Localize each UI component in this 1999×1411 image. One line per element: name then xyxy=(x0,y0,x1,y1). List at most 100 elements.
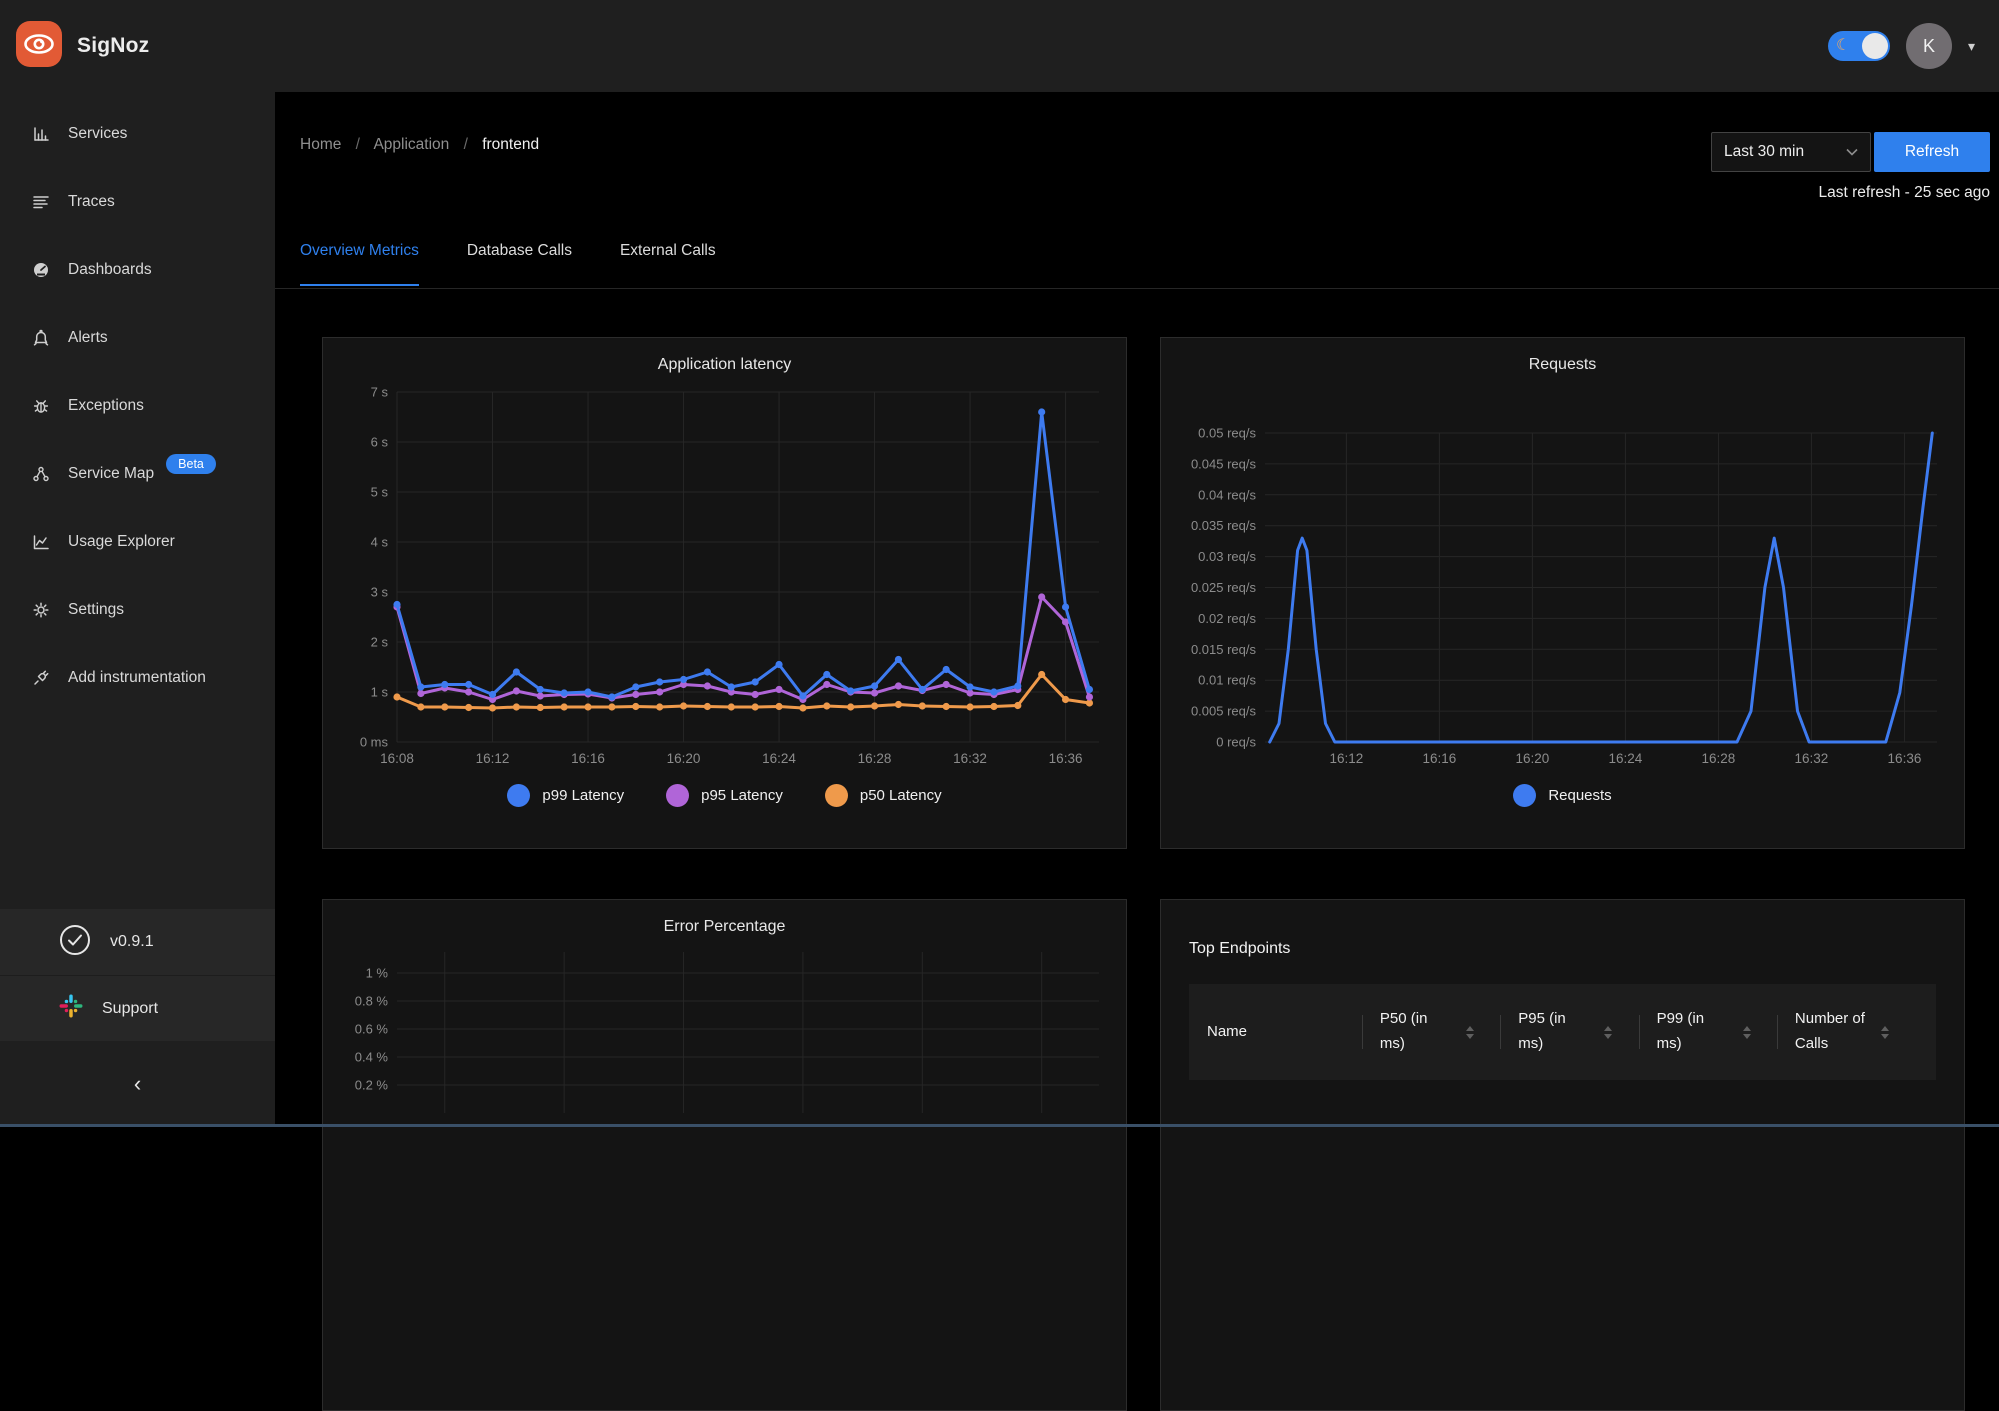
column-header-label: Number of Calls xyxy=(1795,1007,1869,1057)
sidebar-item-services[interactable]: Services xyxy=(0,100,275,168)
dark-mode-toggle[interactable]: ☾ xyxy=(1828,31,1890,61)
tab-bar-divider xyxy=(275,288,1999,289)
sidebar-item-exceptions[interactable]: Exceptions xyxy=(0,372,275,440)
legend-item-p99[interactable]: p99 Latency xyxy=(507,784,624,807)
brand[interactable]: SigNoz xyxy=(16,21,149,72)
table-title: Top Endpoints xyxy=(1189,940,1936,958)
legend-dot xyxy=(1513,784,1536,807)
legend-item-p50[interactable]: p50 Latency xyxy=(825,784,942,807)
line-chart-icon xyxy=(30,531,52,553)
error-percentage-chart: 1 %0.8 %0.6 %0.4 %0.2 % xyxy=(335,940,1115,1140)
node-graph-icon xyxy=(30,463,52,485)
svg-text:16:20: 16:20 xyxy=(666,751,700,766)
tab-overview-metrics[interactable]: Overview Metrics xyxy=(300,242,419,286)
tab-external-calls[interactable]: External Calls xyxy=(620,242,716,286)
chevron-down-icon[interactable]: ▾ xyxy=(1968,38,1975,55)
sort-icon[interactable] xyxy=(1743,1026,1751,1039)
alarm-bell-icon xyxy=(30,327,52,349)
version-row[interactable]: v0.9.1 xyxy=(0,909,275,975)
moon-icon: ☾ xyxy=(1836,36,1850,56)
version-label: v0.9.1 xyxy=(110,933,154,951)
column-header-p50[interactable]: P50 (in ms) xyxy=(1362,993,1500,1071)
table-header-row: Name P50 (in ms) P95 (in ms) P99 (in ms)… xyxy=(1189,984,1936,1080)
column-header-label: P95 (in ms) xyxy=(1518,1007,1592,1057)
svg-text:16:24: 16:24 xyxy=(1608,751,1642,766)
panel-error-percentage: Error Percentage 1 %0.8 %0.6 %0.4 %0.2 % xyxy=(322,899,1127,1411)
time-range-value: Last 30 min xyxy=(1724,143,1804,161)
svg-text:0 ms: 0 ms xyxy=(359,735,388,750)
svg-text:16:28: 16:28 xyxy=(857,751,891,766)
column-header-label: P50 (in ms) xyxy=(1380,1007,1454,1057)
chevron-left-icon: ‹ xyxy=(134,1071,141,1097)
bar-chart-icon xyxy=(30,123,52,145)
signoz-logo-icon xyxy=(16,21,62,72)
breadcrumb-current: frontend xyxy=(482,136,539,153)
legend-dot xyxy=(507,784,530,807)
gear-icon xyxy=(30,599,52,621)
sidebar-item-service-map[interactable]: Service Map Beta xyxy=(0,440,275,508)
sidebar-item-traces[interactable]: Traces xyxy=(0,168,275,236)
sidebar-item-add-instrumentation[interactable]: Add instrumentation xyxy=(0,644,275,712)
column-header-label: Name xyxy=(1207,1020,1247,1045)
breadcrumb-home[interactable]: Home xyxy=(300,136,341,153)
column-header-number-of-calls[interactable]: Number of Calls xyxy=(1777,993,1936,1071)
svg-text:0.03 req/s: 0.03 req/s xyxy=(1198,549,1256,564)
tab-database-calls[interactable]: Database Calls xyxy=(467,242,572,286)
legend-item-p95[interactable]: p95 Latency xyxy=(666,784,783,807)
svg-text:3 s: 3 s xyxy=(370,585,388,600)
refresh-button[interactable]: Refresh xyxy=(1874,132,1990,172)
sort-icon[interactable] xyxy=(1881,1026,1889,1039)
slack-icon xyxy=(58,993,84,1024)
svg-text:16:16: 16:16 xyxy=(571,751,605,766)
sidebar-item-label: Add instrumentation xyxy=(68,669,206,687)
svg-text:16:08: 16:08 xyxy=(380,751,414,766)
svg-text:0.015 req/s: 0.015 req/s xyxy=(1190,642,1256,657)
svg-text:1 s: 1 s xyxy=(370,685,388,700)
time-controls: Last 30 min Refresh xyxy=(1711,132,1990,172)
svg-text:5 s: 5 s xyxy=(370,485,388,500)
legend-label: p95 Latency xyxy=(701,787,783,804)
sidebar-item-usage-explorer[interactable]: Usage Explorer xyxy=(0,508,275,576)
breadcrumb-application[interactable]: Application xyxy=(373,136,449,153)
legend-dot xyxy=(666,784,689,807)
svg-text:0.8 %: 0.8 % xyxy=(354,994,388,1009)
avatar-initial: K xyxy=(1923,36,1935,57)
tab-bar: Overview Metrics Database Calls External… xyxy=(300,242,716,286)
sidebar-item-label: Settings xyxy=(68,601,124,619)
svg-text:0.6 %: 0.6 % xyxy=(354,1022,388,1037)
sort-icon[interactable] xyxy=(1604,1026,1612,1039)
support-label: Support xyxy=(102,1000,158,1018)
sort-icon[interactable] xyxy=(1466,1026,1474,1039)
sidebar-item-settings[interactable]: Settings xyxy=(0,576,275,644)
sidebar-item-alerts[interactable]: Alerts xyxy=(0,304,275,372)
sidebar-item-dashboards[interactable]: Dashboards xyxy=(0,236,275,304)
legend-label: p99 Latency xyxy=(542,787,624,804)
breadcrumb: Home / Application / frontend xyxy=(300,136,539,154)
check-circle-icon xyxy=(58,923,92,962)
time-range-select[interactable]: Last 30 min xyxy=(1711,132,1871,172)
column-header-p99[interactable]: P99 (in ms) xyxy=(1639,993,1777,1071)
svg-text:16:28: 16:28 xyxy=(1701,751,1735,766)
column-header-p95[interactable]: P95 (in ms) xyxy=(1500,993,1638,1071)
last-refresh-text: Last refresh - 25 sec ago xyxy=(1819,184,1990,202)
bug-icon xyxy=(30,395,52,417)
chart-title: Requests xyxy=(1161,356,1964,374)
avatar[interactable]: K xyxy=(1906,23,1952,69)
svg-text:16:20: 16:20 xyxy=(1515,751,1549,766)
sidebar-collapse-button[interactable]: ‹ xyxy=(0,1041,275,1127)
chart-legend: p99 Latency p95 Latency p50 Latency xyxy=(323,784,1126,807)
brand-name: SigNoz xyxy=(77,34,149,58)
beta-badge: Beta xyxy=(166,454,216,474)
svg-text:16:36: 16:36 xyxy=(1887,751,1921,766)
toggle-knob xyxy=(1862,33,1888,59)
support-row[interactable]: Support xyxy=(0,975,275,1041)
legend-label: Requests xyxy=(1548,787,1611,804)
svg-text:16:24: 16:24 xyxy=(762,751,796,766)
column-header-name: Name xyxy=(1189,1006,1362,1059)
svg-text:16:12: 16:12 xyxy=(1329,751,1363,766)
legend-item-requests[interactable]: Requests xyxy=(1513,784,1611,807)
svg-text:0.4 %: 0.4 % xyxy=(354,1050,388,1065)
column-header-label: P99 (in ms) xyxy=(1657,1007,1731,1057)
chart-legend: Requests xyxy=(1161,784,1964,807)
